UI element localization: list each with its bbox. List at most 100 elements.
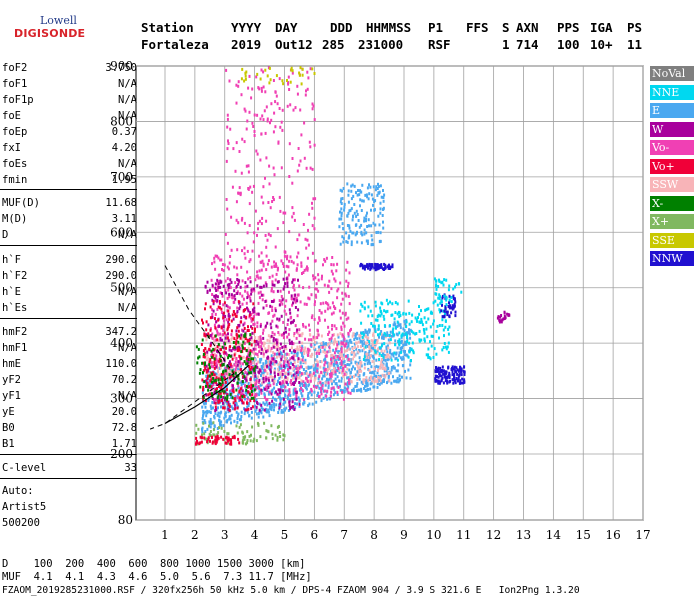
echo-point — [388, 263, 390, 267]
echo-point — [402, 327, 405, 331]
echo-point — [265, 377, 268, 381]
echo-point — [209, 425, 212, 429]
echo-point — [211, 262, 213, 266]
echo-point — [363, 267, 366, 271]
echo-point — [313, 390, 316, 394]
echo-point — [242, 401, 245, 405]
echo-point — [364, 358, 367, 362]
echo-point — [224, 351, 227, 355]
echo-point — [253, 437, 256, 441]
echo-point — [293, 218, 296, 222]
echo-point — [246, 296, 249, 300]
echo-point — [232, 310, 235, 314]
echo-point — [309, 379, 312, 383]
echo-point — [401, 346, 404, 349]
echo-point — [363, 228, 366, 232]
echo-point — [446, 313, 449, 317]
echo-point — [228, 79, 231, 83]
echo-point — [213, 391, 216, 395]
echo-point — [386, 358, 389, 362]
echo-point — [228, 314, 231, 318]
echo-point — [212, 381, 215, 384]
echo-point — [209, 439, 211, 443]
echo-point — [454, 300, 457, 304]
echo-point — [216, 338, 219, 342]
echo-point — [423, 339, 426, 343]
echo-point — [412, 331, 415, 335]
echo-point — [307, 396, 310, 400]
echo-point — [243, 327, 246, 330]
echo-point — [286, 79, 288, 82]
echo-point — [358, 377, 361, 381]
echo-point — [318, 348, 320, 352]
echo-point — [237, 392, 240, 396]
echo-point — [336, 262, 339, 266]
echo-point — [222, 437, 225, 441]
echo-point — [353, 338, 356, 341]
echo-point — [326, 397, 329, 401]
echo-point — [241, 395, 244, 399]
echo-point — [260, 403, 263, 407]
echo-point — [214, 438, 217, 442]
echo-point — [212, 376, 215, 380]
echo-point — [373, 324, 376, 328]
logo-digisonde: DIGISONDE — [14, 27, 86, 40]
echo-point — [289, 372, 292, 376]
echo-point — [234, 360, 237, 364]
echo-point — [219, 332, 222, 336]
echo-point — [439, 374, 441, 378]
echo-point — [369, 309, 372, 313]
echo-point — [206, 353, 209, 357]
echo-point — [454, 285, 456, 289]
echo-point — [244, 285, 247, 289]
echo-point — [255, 312, 258, 316]
echo-point — [214, 405, 217, 409]
echo-point — [209, 417, 212, 421]
echo-point — [260, 347, 263, 351]
echo-point — [271, 274, 274, 278]
echo-point — [266, 117, 269, 121]
echo-point — [218, 385, 220, 388]
echo-point — [333, 337, 336, 341]
echo-point — [356, 337, 359, 341]
header-label: IGA — [590, 20, 613, 35]
echo-point — [343, 344, 346, 348]
echo-point — [306, 380, 309, 383]
echo-point — [208, 424, 210, 428]
echo-point — [203, 419, 206, 422]
echo-point — [237, 84, 240, 88]
echo-point — [241, 216, 244, 220]
echo-point — [298, 73, 301, 77]
echo-point — [372, 376, 375, 380]
echo-point — [357, 189, 359, 192]
echo-point — [286, 360, 289, 364]
echo-point — [241, 137, 244, 141]
echo-point — [392, 354, 395, 358]
echo-point — [275, 390, 277, 394]
echo-point — [401, 375, 403, 379]
echo-point — [245, 315, 248, 319]
echo-point — [339, 332, 342, 336]
param-name: B1 — [2, 438, 15, 450]
echo-point — [295, 371, 298, 375]
echo-point — [287, 265, 290, 269]
echo-point — [249, 296, 252, 300]
echo-point — [213, 343, 216, 347]
echo-point — [288, 259, 291, 263]
echo-point — [209, 411, 212, 414]
echo-point — [232, 317, 235, 321]
echo-point — [258, 368, 261, 372]
echo-point — [337, 366, 340, 370]
echo-point — [363, 366, 366, 370]
echo-point — [298, 334, 301, 338]
echo-point — [247, 277, 250, 281]
echo-point — [453, 365, 456, 369]
echo-point — [215, 380, 217, 384]
echo-point — [350, 340, 353, 344]
echo-point — [218, 418, 220, 422]
echo-point — [307, 350, 310, 354]
echo-point — [300, 365, 302, 369]
echo-point — [503, 315, 506, 318]
echo-point — [272, 351, 275, 354]
echo-point — [195, 436, 198, 440]
